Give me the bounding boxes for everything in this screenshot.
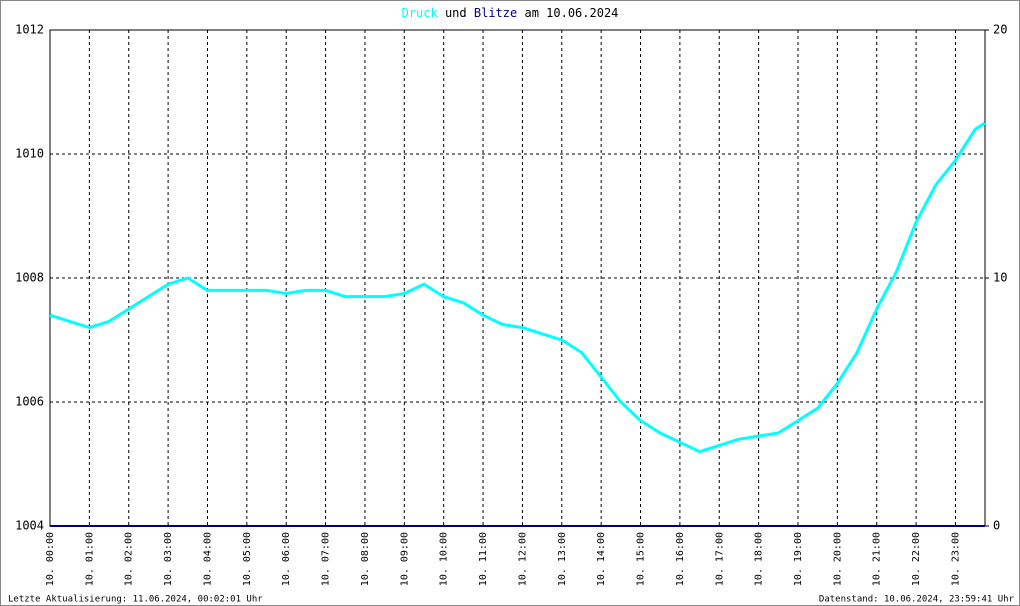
y-tick-label: 1004 xyxy=(15,519,44,533)
x-tick-label: 10. 00:00 xyxy=(45,532,56,586)
title-series: Druck xyxy=(402,6,439,20)
y-tick-label: 1008 xyxy=(15,271,44,285)
x-tick-label: 10. 09:00 xyxy=(399,532,410,586)
y-tick-label: 1010 xyxy=(15,147,44,161)
series-line xyxy=(49,121,986,454)
x-tick-label: 10. 13:00 xyxy=(557,532,568,586)
x-tick-label: 10. 07:00 xyxy=(321,532,332,586)
x-tick-label: 10. 10:00 xyxy=(439,532,450,586)
footer-right: Datenstand: 10.06.2024, 23:59:41 Uhr xyxy=(819,595,1015,605)
x-tick-label: 10. 12:00 xyxy=(517,532,528,586)
x-tick-label: 10. 11:00 xyxy=(478,532,489,586)
title-word: und xyxy=(445,6,467,20)
x-tick-label: 10. 18:00 xyxy=(754,532,765,586)
x-tick-label: 10. 04:00 xyxy=(202,532,213,586)
x-tick-label: 10. 21:00 xyxy=(872,532,883,586)
title-series: Blitze xyxy=(474,6,517,20)
y2-tick-label: 0 xyxy=(993,519,1000,533)
x-tick-label: 10. 22:00 xyxy=(911,532,922,586)
x-tick-label: 10. 02:00 xyxy=(124,532,135,586)
footer-left: Letzte Aktualisierung: 11.06.2024, 00:02… xyxy=(8,595,263,605)
x-tick-label: 10. 19:00 xyxy=(793,532,804,586)
x-tick-label: 10. 15:00 xyxy=(636,532,647,586)
y2-tick-label: 20 xyxy=(993,23,1007,37)
x-tick-label: 10. 14:00 xyxy=(596,532,607,586)
x-tick-label: 10. 08:00 xyxy=(360,532,371,586)
x-tick-label: 10. 23:00 xyxy=(950,532,961,586)
x-tick-label: 10. 20:00 xyxy=(832,532,843,586)
x-tick-label: 10. 16:00 xyxy=(675,532,686,586)
title-word: am 10.06.2024 xyxy=(524,6,618,20)
x-tick-label: 10. 06:00 xyxy=(281,532,292,586)
y2-tick-label: 10 xyxy=(993,271,1007,285)
y-tick-label: 1012 xyxy=(15,23,44,37)
chart-title: Druck und Blitze am 10.06.2024 xyxy=(402,6,619,20)
plot-area xyxy=(49,29,986,527)
x-tick-label: 10. 01:00 xyxy=(84,532,95,586)
x-tick-label: 10. 05:00 xyxy=(242,532,253,586)
x-tick-label: 10. 17:00 xyxy=(714,532,725,586)
x-tick-label: 10. 03:00 xyxy=(163,532,174,586)
y-tick-label: 1006 xyxy=(15,395,44,409)
